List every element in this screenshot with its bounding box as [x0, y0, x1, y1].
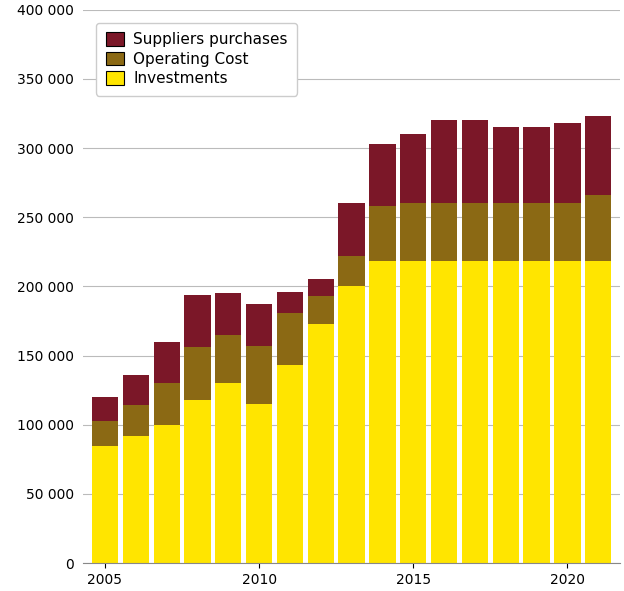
Bar: [524, 127, 550, 203]
Bar: [154, 425, 180, 563]
Bar: [493, 203, 519, 261]
Bar: [92, 397, 118, 421]
Bar: [154, 383, 180, 425]
Bar: [585, 261, 612, 563]
Legend: Suppliers purchases, Operating Cost, Investments: Suppliers purchases, Operating Cost, Inv…: [96, 23, 296, 96]
Bar: [308, 280, 334, 296]
Bar: [554, 123, 580, 203]
Bar: [369, 261, 396, 563]
Bar: [215, 383, 241, 563]
Bar: [277, 292, 303, 313]
Bar: [184, 348, 210, 400]
Bar: [400, 203, 426, 261]
Bar: [431, 203, 457, 261]
Bar: [154, 342, 180, 383]
Bar: [400, 261, 426, 563]
Bar: [338, 203, 364, 256]
Bar: [92, 446, 118, 563]
Bar: [338, 287, 364, 563]
Bar: [431, 261, 457, 563]
Bar: [215, 335, 241, 383]
Bar: [369, 144, 396, 206]
Bar: [585, 195, 612, 261]
Bar: [123, 405, 149, 436]
Bar: [462, 203, 488, 261]
Bar: [524, 261, 550, 563]
Bar: [585, 116, 612, 195]
Bar: [338, 256, 364, 287]
Bar: [308, 296, 334, 324]
Bar: [524, 203, 550, 261]
Bar: [431, 121, 457, 203]
Bar: [92, 421, 118, 446]
Bar: [554, 203, 580, 261]
Bar: [246, 404, 272, 563]
Bar: [400, 134, 426, 203]
Bar: [184, 295, 210, 348]
Bar: [215, 293, 241, 335]
Bar: [277, 313, 303, 365]
Bar: [246, 304, 272, 346]
Bar: [308, 324, 334, 563]
Bar: [462, 261, 488, 563]
Bar: [123, 375, 149, 405]
Bar: [246, 346, 272, 404]
Bar: [184, 400, 210, 563]
Bar: [462, 121, 488, 203]
Bar: [369, 206, 396, 261]
Bar: [554, 261, 580, 563]
Bar: [493, 261, 519, 563]
Bar: [277, 365, 303, 563]
Bar: [123, 436, 149, 563]
Bar: [493, 127, 519, 203]
